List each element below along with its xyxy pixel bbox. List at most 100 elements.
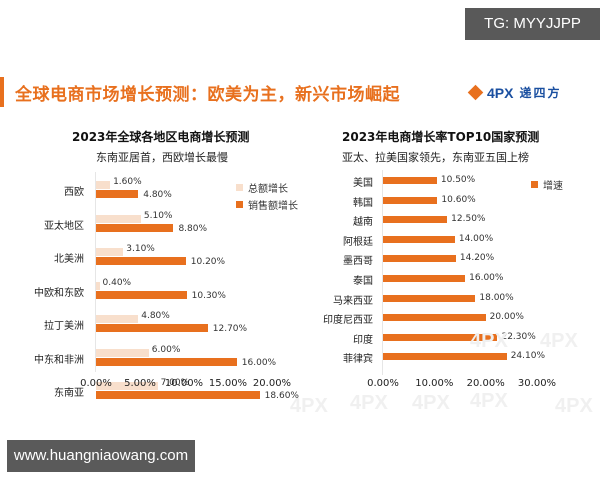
bar-value-label: 14.20% [459, 253, 495, 264]
bar-value-label: 0.40% [102, 277, 132, 288]
bar-value-label: 18.60% [264, 391, 299, 401]
bar-total-growth [96, 248, 124, 256]
category-label: 拉丁美洲 [44, 321, 84, 332]
logo-diamond-icon [467, 84, 484, 101]
tg-badge: TG: MYYJJPP [465, 8, 600, 40]
x-axis-tick: 10.00% [415, 378, 454, 389]
bar-sales-growth [96, 391, 260, 399]
watermark-text: 4PX [412, 392, 450, 414]
bar-value-label: 12.50% [451, 214, 486, 225]
watermark-text: 4PX [555, 395, 593, 417]
x-axis-tick: 30.00% [517, 378, 557, 389]
bar-growth-rate [383, 255, 456, 263]
bar-value-label: 10.30% [191, 290, 226, 301]
bar-sales-growth [96, 357, 237, 366]
bar-sales-growth [96, 324, 208, 332]
bar-growth-rate [383, 314, 486, 322]
bar-value-label: 5.10% [143, 210, 173, 221]
bar-total-growth [96, 382, 158, 390]
right-chart-title: 2023年电商增长率TOP10国家预测 [342, 130, 540, 144]
bar-growth-rate [383, 235, 455, 243]
bar-value-label: 20.00% [489, 312, 524, 323]
bar-value-label: 3.10% [126, 244, 155, 254]
title-accent-bar [0, 77, 4, 107]
x-axis-tick: 0.00% [80, 378, 112, 389]
bar-value-label: 4.80% [141, 311, 170, 321]
bar-sales-growth [96, 257, 186, 265]
bar-growth-rate [383, 196, 438, 204]
bar-total-growth [96, 315, 139, 323]
x-axis-tick: 15.00% [208, 378, 248, 389]
legend-label: 增速 [543, 181, 563, 192]
x-axis-tick: 0.00% [367, 378, 399, 389]
brand-logo: 4PX 递四方 [467, 84, 562, 101]
bar-sales-growth [96, 190, 139, 198]
page-title: 全球电商市场增长预测：欧美为主，新兴市场崛起 [15, 85, 400, 105]
left-chart-y-axis [95, 172, 96, 372]
site-url-badge: www.huangniaowang.com [7, 440, 195, 472]
bar-value-label: 8.80% [178, 223, 208, 234]
bar-value-label: 10.60% [441, 194, 476, 205]
category-label: 中欧和东欧 [34, 287, 84, 299]
category-label: 美国 [353, 178, 373, 189]
bar-value-label: 12.70% [212, 324, 248, 334]
category-label: 东南亚 [54, 388, 84, 399]
bar-value-label: 10.20% [190, 257, 226, 267]
category-label: 中东和非洲 [34, 354, 84, 366]
bar-sales-growth [96, 223, 174, 232]
bar-value-label: 10.50% [440, 175, 476, 185]
legend-swatch-icon [236, 184, 243, 191]
legend-item: 增速 [531, 177, 563, 192]
category-label: 马来西亚 [333, 295, 373, 307]
bar-value-label: 7.00% [160, 378, 190, 388]
bar-growth-rate [383, 353, 507, 361]
legend-label: 总额增长 [248, 184, 288, 195]
bar-growth-rate [383, 275, 466, 282]
bar-value-label: 4.80% [143, 190, 172, 200]
category-label: 菲律宾 [343, 354, 373, 366]
legend-swatch-icon [531, 181, 538, 188]
x-axis-tick: 20.00% [466, 378, 505, 389]
bar-value-label: 6.00% [151, 344, 181, 355]
category-label: 印度 [353, 334, 373, 346]
left-chart-title: 2023年全球各地区电商增长预测 [72, 130, 250, 144]
right-chart-y-axis [382, 170, 383, 375]
right-chart-subtitle: 亚太、拉美国家领先，东南亚五国上榜 [342, 151, 529, 164]
legend-label: 销售额增长 [248, 201, 298, 212]
category-label: 亚太地区 [44, 220, 84, 232]
bar-growth-rate [383, 294, 476, 302]
category-label: 西欧 [64, 187, 84, 198]
bar-value-label: 16.00% [241, 357, 277, 368]
watermark-text: 4PX [540, 330, 578, 352]
category-label: 韩国 [353, 197, 373, 209]
bar-total-growth [96, 281, 100, 290]
category-label: 北美洲 [54, 254, 84, 265]
bar-growth-rate [383, 216, 448, 224]
x-axis-tick: 20.00% [252, 378, 292, 389]
left-chart-subtitle: 东南亚居首，西欧增长最慢 [96, 151, 228, 164]
watermark-text: 4PX [470, 390, 508, 412]
logo-chinese: 递四方 [519, 86, 562, 100]
bar-total-growth [96, 181, 111, 189]
bar-value-label: 22.30% [501, 331, 536, 342]
bar-total-growth [96, 348, 149, 357]
logo-latin: 4PX [487, 84, 514, 101]
x-axis-tick: 5.00% [124, 378, 156, 389]
category-label: 墨西哥 [343, 256, 373, 268]
x-axis-tick: 10.00% [164, 378, 204, 389]
bar-total-growth [96, 214, 141, 223]
bar-value-label: 1.60% [113, 177, 142, 187]
category-label: 越南 [353, 217, 373, 229]
legend-item: 总额增长 [236, 180, 288, 195]
bar-growth-rate [383, 333, 498, 341]
watermark-text: 4PX [470, 330, 508, 352]
category-label: 印度尼西亚 [323, 315, 373, 327]
category-label: 阿根廷 [343, 236, 373, 248]
bar-value-label: 16.00% [469, 273, 504, 283]
category-label: 泰国 [353, 276, 373, 287]
watermark-text: 4PX [350, 392, 388, 414]
bar-value-label: 14.00% [458, 233, 494, 244]
bar-value-label: 18.00% [479, 292, 514, 303]
bar-value-label: 24.10% [510, 351, 546, 362]
watermark-text: 4PX [290, 395, 328, 417]
